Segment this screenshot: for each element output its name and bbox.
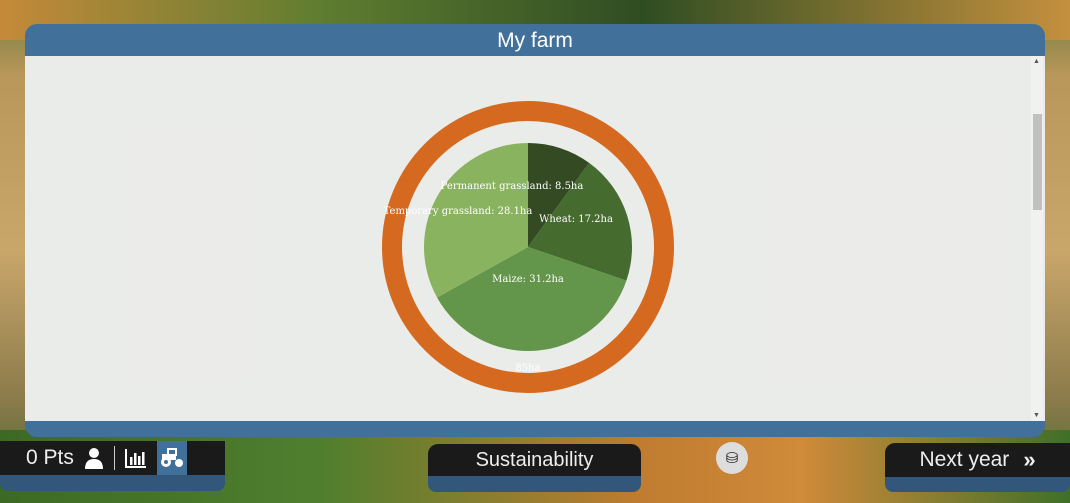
points-bar-base <box>0 470 225 491</box>
scroll-down-icon[interactable]: ▼ <box>1033 412 1040 419</box>
tractor-icon[interactable] <box>156 441 187 475</box>
user-icon[interactable] <box>84 447 104 469</box>
next-year-base <box>885 472 1070 492</box>
scrollbar-thumb[interactable] <box>1033 114 1042 210</box>
sustainability-base <box>428 472 641 492</box>
total-label: 85ha <box>515 363 540 374</box>
bar-chart-icon[interactable] <box>124 448 147 468</box>
scroll-up-icon[interactable]: ▲ <box>1033 58 1040 65</box>
double-chevron-right-icon: » <box>1023 447 1036 472</box>
sustainability-badge-icon[interactable]: ⛁ <box>716 442 748 474</box>
pie-slice-temporary-grassland[interactable] <box>424 143 528 298</box>
modal-content: Permanent grassland: 8.5ha Wheat: 17.2ha M… <box>25 56 1045 421</box>
slice-label: Maize: 31.2ha <box>492 274 564 285</box>
divider <box>113 446 115 470</box>
total-ring <box>382 101 674 393</box>
next-year-label: Next year <box>919 448 1010 471</box>
next-year-button[interactable]: Next year » <box>885 443 1070 477</box>
pie-slice-maize[interactable] <box>437 247 627 351</box>
points-bar: 0 Pts <box>0 441 225 475</box>
farm-pie-chart: Permanent grassland: 8.5ha Wheat: 17.2ha M… <box>382 101 674 393</box>
my-farm-modal: My farm Permanent grassland: 8.5ha Wheat:… <box>25 24 1045 437</box>
slice-label: Temporary grassland: 28.1ha <box>384 206 533 217</box>
slice-label: Permanent grassland: 8.5ha <box>441 181 584 192</box>
sustainability-button[interactable]: Sustainability <box>428 444 641 476</box>
modal-title: My farm <box>497 29 573 52</box>
pie-slice-permanent-grassland[interactable] <box>528 143 590 247</box>
pie-slice-wheat[interactable] <box>528 162 632 281</box>
points-value: 0 Pts <box>26 446 74 469</box>
scrollbar[interactable]: ▲ ▼ <box>1031 56 1043 421</box>
slice-label: Wheat: 17.2ha <box>539 214 613 225</box>
